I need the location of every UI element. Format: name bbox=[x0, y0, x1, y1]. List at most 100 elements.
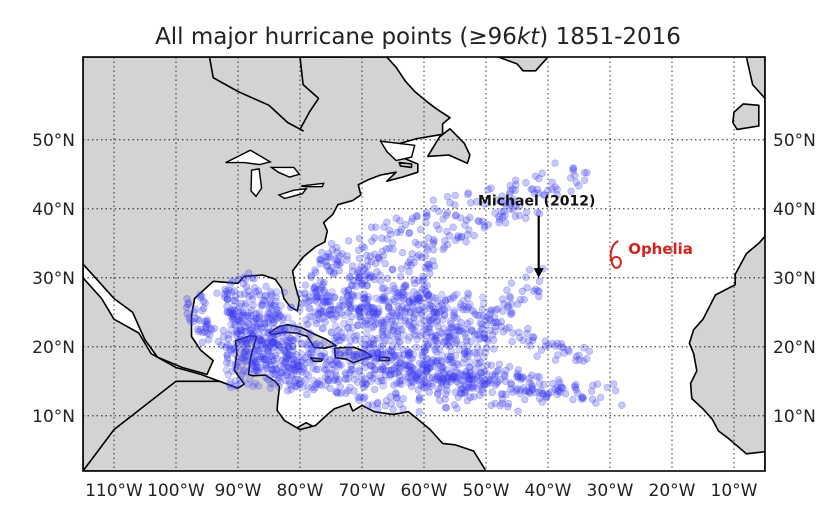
hurricane-point bbox=[292, 366, 300, 374]
hurricane-point bbox=[443, 377, 451, 385]
hurricane-point bbox=[401, 221, 410, 229]
hurricane-point bbox=[371, 354, 380, 362]
hurricane-point bbox=[569, 164, 578, 172]
hurricane-point bbox=[504, 400, 512, 408]
hurricane-point bbox=[411, 279, 419, 288]
hurricane-point bbox=[540, 380, 548, 389]
hurricane-point bbox=[433, 318, 441, 326]
hurricane-point bbox=[535, 277, 544, 285]
hurricane-point bbox=[249, 317, 258, 325]
hurricane-point bbox=[419, 373, 427, 381]
hurricane-point bbox=[411, 323, 419, 331]
hurricane-point bbox=[269, 356, 278, 365]
hurricane-point bbox=[459, 305, 467, 314]
hurricane-point bbox=[484, 221, 492, 229]
hurricane-point bbox=[441, 236, 449, 245]
hurricane-point bbox=[495, 218, 503, 227]
lake-5 bbox=[379, 140, 416, 162]
hurricane-point bbox=[292, 327, 301, 335]
hurricane-point bbox=[368, 401, 376, 409]
hurricane-point bbox=[401, 281, 410, 289]
hurricane-point bbox=[232, 377, 240, 385]
hurricane-point bbox=[463, 216, 471, 224]
hurricane-point bbox=[318, 256, 326, 264]
hurricane-point bbox=[433, 374, 442, 382]
hurricane-point bbox=[307, 271, 315, 280]
hurricane-point bbox=[470, 348, 478, 357]
hurricane-point bbox=[501, 219, 510, 227]
hurricane-point bbox=[306, 304, 314, 312]
hurricane-point bbox=[189, 318, 198, 326]
hurricane-point bbox=[529, 333, 538, 342]
hurricane-point bbox=[278, 368, 286, 377]
hurricane-point bbox=[477, 377, 485, 385]
hurricane-point bbox=[580, 344, 588, 352]
hurricane-point bbox=[399, 345, 407, 354]
hurricane-point bbox=[250, 354, 259, 362]
hurricane-point bbox=[334, 377, 342, 386]
hurricane-point bbox=[223, 307, 232, 316]
hurricane-point bbox=[210, 324, 219, 333]
hurricane-point bbox=[346, 369, 354, 377]
hurricane-point bbox=[263, 364, 271, 373]
hurricane-point bbox=[372, 310, 381, 318]
hurricane-point bbox=[437, 378, 445, 386]
hurricane-point bbox=[517, 375, 525, 384]
hurricane-point bbox=[257, 335, 265, 343]
hurricane-point bbox=[420, 306, 428, 314]
hurricane-point bbox=[387, 347, 396, 355]
land-africa bbox=[688, 57, 765, 471]
hurricane-point bbox=[461, 347, 469, 356]
hurricane-point bbox=[419, 365, 427, 373]
hurricane-point bbox=[447, 355, 456, 364]
hurricane-point bbox=[447, 347, 456, 355]
hurricane-point bbox=[319, 307, 328, 316]
hurricane-point bbox=[407, 382, 416, 391]
hurricane-point bbox=[500, 208, 508, 216]
hurricane-point bbox=[422, 367, 431, 375]
hurricane-point bbox=[374, 398, 382, 407]
hurricane-point bbox=[231, 292, 240, 300]
hurricane-point bbox=[561, 389, 570, 398]
hurricane-point bbox=[196, 316, 204, 325]
hurricane-point bbox=[265, 303, 273, 312]
hurricane-point bbox=[442, 403, 450, 412]
michael-label: Michael (2012) bbox=[478, 193, 595, 209]
hurricane-point bbox=[392, 214, 400, 223]
hurricane-point bbox=[323, 312, 331, 320]
hurricane-point bbox=[498, 208, 506, 216]
hurricane-point bbox=[471, 331, 479, 339]
ophelia-track-icon bbox=[609, 240, 622, 269]
hurricane-point bbox=[488, 388, 496, 396]
hurricane-point bbox=[347, 291, 355, 300]
hurricane-point bbox=[453, 326, 461, 334]
hurricane-point bbox=[376, 345, 385, 354]
hurricane-point bbox=[523, 329, 531, 338]
hurricane-point bbox=[244, 380, 252, 388]
hurricane-point bbox=[418, 351, 426, 359]
hurricane-point bbox=[436, 328, 444, 336]
hurricane-point bbox=[342, 370, 350, 379]
hurricane-point bbox=[424, 340, 432, 348]
hurricane-point bbox=[480, 380, 488, 389]
hurricane-point bbox=[238, 361, 247, 369]
hurricane-point bbox=[269, 344, 277, 352]
hurricane-point bbox=[534, 189, 542, 197]
hurricane-point bbox=[365, 341, 373, 350]
lon-tick-label: 50°W bbox=[463, 481, 510, 501]
hurricane-point bbox=[255, 347, 263, 355]
hurricane-point bbox=[327, 328, 336, 337]
hurricane-point bbox=[371, 320, 380, 328]
hurricane-point bbox=[355, 365, 364, 373]
hurricane-point bbox=[410, 330, 418, 338]
hurricane-point bbox=[371, 366, 379, 374]
hurricane-point bbox=[404, 351, 412, 359]
hurricane-point bbox=[478, 320, 486, 328]
hurricane-point bbox=[257, 353, 266, 361]
hurricane-point bbox=[427, 358, 435, 366]
hurricane-point bbox=[366, 252, 375, 260]
hurricane-point bbox=[557, 383, 565, 391]
hurricane-point bbox=[491, 370, 499, 379]
hurricane-point bbox=[593, 380, 602, 388]
hurricane-point bbox=[365, 273, 373, 282]
